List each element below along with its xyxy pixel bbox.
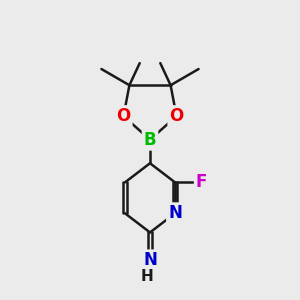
- Text: B: B: [144, 131, 156, 149]
- Text: O: O: [116, 107, 130, 125]
- Text: H: H: [141, 269, 153, 284]
- Text: N: N: [143, 251, 157, 269]
- Text: F: F: [196, 173, 207, 191]
- Text: O: O: [169, 107, 184, 125]
- Text: N: N: [168, 204, 182, 222]
